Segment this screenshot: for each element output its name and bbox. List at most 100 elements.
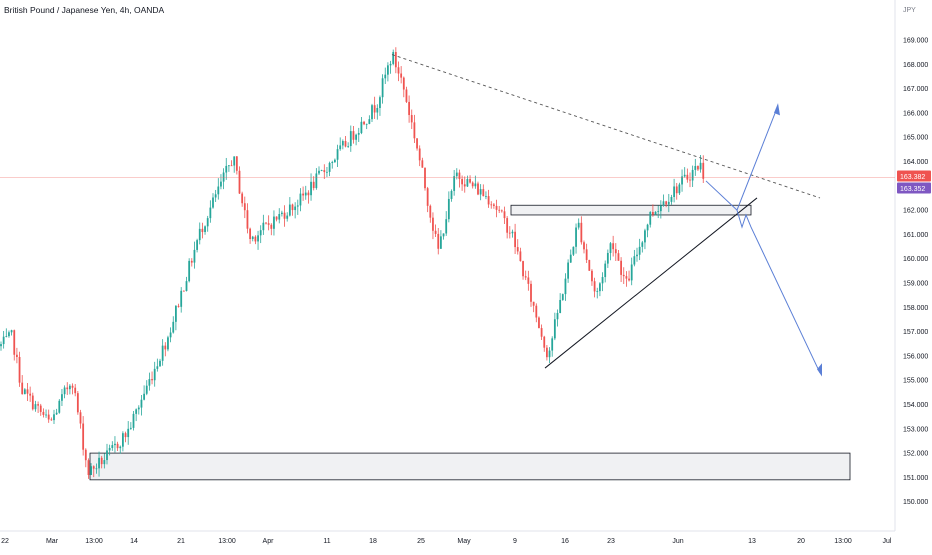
candle: [119, 446, 122, 449]
candle: [71, 385, 74, 388]
candle: [18, 356, 21, 383]
candle: [532, 301, 535, 306]
candle: [339, 145, 342, 150]
candle: [310, 181, 312, 196]
candle: [225, 165, 228, 173]
projection-up-path: [705, 105, 779, 211]
candle: [506, 218, 509, 233]
candle: [352, 131, 355, 140]
x-tick-label: May: [457, 538, 471, 545]
candle: [620, 260, 622, 275]
y-tick-label: 156.000: [903, 353, 928, 360]
candle: [116, 443, 119, 449]
candle: [334, 159, 336, 163]
candle: [153, 368, 156, 381]
candle: [177, 305, 180, 307]
x-tick-label: 20: [797, 538, 805, 545]
candle: [238, 170, 241, 194]
candle: [572, 246, 575, 255]
candle: [535, 305, 538, 318]
candle: [257, 235, 259, 242]
candle: [190, 260, 193, 263]
candle: [625, 276, 628, 279]
candle: [10, 330, 13, 333]
candle: [326, 171, 328, 173]
candle: [243, 203, 246, 211]
x-tick-label: 25: [417, 538, 425, 545]
x-tick-label: Jul: [883, 538, 892, 545]
candle: [662, 201, 665, 206]
candle: [344, 141, 347, 147]
x-tick-label: 11: [323, 538, 330, 545]
candle: [360, 121, 363, 134]
candle: [675, 186, 678, 194]
candle: [591, 270, 593, 282]
candle: [217, 186, 220, 195]
candle: [596, 291, 599, 292]
x-tick-label: 14: [130, 538, 138, 545]
candle: [455, 172, 458, 177]
candle: [21, 382, 24, 395]
candle: [564, 278, 567, 295]
candle: [140, 399, 143, 408]
candle: [283, 212, 286, 219]
candle: [53, 414, 55, 421]
candle: [546, 347, 548, 358]
candle: [508, 232, 511, 234]
y-tick-label: 151.000: [903, 475, 928, 482]
candle: [659, 205, 662, 212]
candle: [381, 78, 384, 98]
candle: [524, 276, 527, 278]
candle: [108, 447, 111, 451]
candle: [214, 194, 217, 198]
x-tick-label: 23: [607, 538, 615, 545]
projection-up-arrowhead: [774, 103, 780, 116]
candle: [233, 156, 236, 166]
candle: [61, 394, 63, 401]
candle: [167, 337, 169, 350]
candle: [151, 379, 153, 381]
current-price-label: 163.352: [900, 186, 925, 193]
candle: [156, 366, 159, 369]
candle: [561, 294, 564, 300]
candle: [665, 201, 668, 205]
candle: [461, 179, 463, 185]
candle: [500, 210, 503, 212]
candle: [100, 457, 103, 465]
candle: [355, 134, 357, 140]
candle: [254, 236, 257, 242]
candle: [315, 173, 318, 189]
y-tick-label: 155.000: [903, 378, 928, 385]
candle: [26, 389, 29, 394]
candle: [373, 105, 376, 113]
candle: [630, 264, 633, 281]
candle: [479, 189, 482, 195]
candle: [527, 277, 530, 284]
candle: [323, 170, 326, 173]
candle: [13, 330, 16, 355]
candle: [47, 414, 50, 420]
candle: [429, 205, 432, 218]
candle: [641, 242, 644, 247]
candle: [164, 345, 167, 350]
candle: [405, 89, 408, 102]
projection-down-arrowhead: [817, 363, 822, 377]
candle: [198, 228, 201, 241]
candle: [511, 231, 514, 234]
candle: [503, 211, 506, 219]
y-tick-label: 167.000: [903, 86, 928, 93]
candle: [678, 184, 681, 194]
candle: [421, 160, 424, 168]
candle: [331, 162, 334, 163]
candle: [585, 249, 588, 260]
last-price-label: 163.382: [900, 174, 925, 181]
candle: [58, 400, 61, 413]
y-tick-label: 154.000: [903, 402, 928, 409]
projection-down-path: [736, 209, 821, 374]
y-tick-label: 161.000: [903, 232, 928, 239]
candle: [281, 212, 283, 215]
candle: [175, 305, 177, 322]
candle: [357, 133, 360, 135]
